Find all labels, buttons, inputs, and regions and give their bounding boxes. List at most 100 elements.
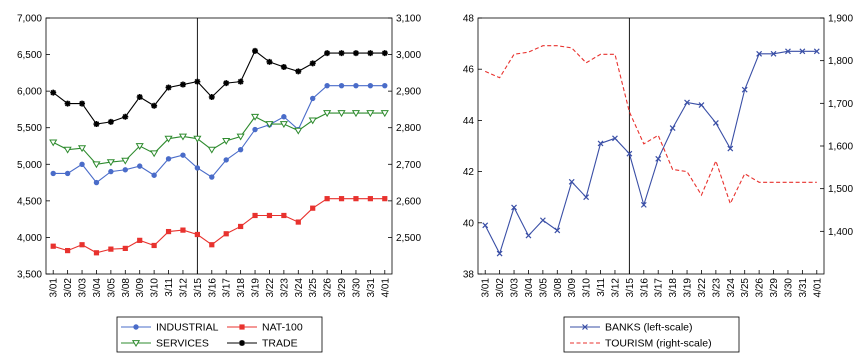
data-point [165, 228, 172, 235]
right-axis-tick-label: 1,800 [828, 56, 853, 67]
data-point [194, 231, 200, 238]
data-point [208, 93, 215, 100]
legend-right-box [563, 316, 740, 353]
series-line [484, 45, 817, 206]
data-point [353, 196, 359, 202]
series-banks-left-scale [482, 48, 820, 257]
data-point [310, 95, 316, 102]
x-axis-tick-label: 3/29 [337, 278, 348, 298]
x-axis-tick-label: 3/10 [150, 278, 161, 298]
data-point [50, 170, 56, 177]
data-point [295, 219, 301, 225]
data-point [137, 163, 143, 169]
data-point [583, 194, 590, 201]
data-point [107, 118, 114, 125]
x-axis-tick-label: 3/15 [625, 278, 636, 298]
left-axis-tick-label: 44 [463, 116, 475, 127]
data-point [223, 80, 230, 87]
x-axis-tick-label: 3/04 [524, 278, 535, 298]
x-axis-tick-label: 3/15 [193, 278, 204, 298]
left-axis-tick-label: 3,500 [17, 270, 42, 281]
data-point [698, 102, 705, 108]
x-axis-tick-label: 3/22 [265, 278, 276, 298]
left-axis-tick-label: 4,500 [17, 196, 42, 207]
data-point [366, 110, 375, 118]
x-axis-tick-label: 3/26 [755, 278, 766, 298]
x-axis-tick-label: 3/11 [596, 278, 607, 297]
data-point [151, 172, 157, 178]
data-point [813, 48, 820, 55]
data-point [122, 113, 129, 120]
data-point [236, 133, 245, 141]
data-point [165, 156, 172, 162]
x-axis-tick-label: 3/02 [63, 278, 74, 298]
x-axis-tick-label: 3/25 [308, 278, 319, 298]
x-axis-tick-label: 3/01 [49, 278, 60, 298]
data-point [92, 161, 101, 169]
x-axis-tick-label: 3/19 [683, 278, 694, 298]
data-point [380, 110, 389, 118]
x-axis-tick-label: 3/11 [164, 278, 175, 297]
legend-banks-label: BANKS (left-scale) [605, 322, 693, 334]
series-services [49, 110, 389, 169]
series-tourism-right-scale [484, 45, 817, 206]
data-point [626, 150, 633, 157]
data-point [525, 232, 532, 239]
x-axis-tick-label: 3/05 [106, 278, 117, 298]
x-axis-tick-label: 3/12 [178, 278, 189, 298]
data-point [266, 58, 273, 65]
data-point [50, 89, 57, 96]
legend-nat-100-marker [239, 324, 245, 330]
series-trade [50, 47, 388, 128]
right-axis-tick-label: 3,100 [396, 14, 421, 25]
left-axis-tick-label: 40 [463, 218, 475, 229]
x-axis-tick-label: 3/31 [366, 278, 377, 298]
data-point [338, 82, 345, 89]
data-point [756, 50, 763, 57]
data-point [367, 50, 374, 57]
plot-frame [477, 17, 825, 275]
x-axis-tick-label: 3/02 [495, 278, 506, 298]
x-axis-tick-label: 3/29 [769, 278, 780, 298]
left-axis-tick-label: 38 [463, 270, 475, 281]
data-point [137, 237, 143, 243]
right-axis-tick-label: 2,500 [396, 233, 421, 244]
right-axis-tick-label: 1,500 [828, 184, 853, 195]
data-point [178, 133, 188, 141]
data-point [237, 146, 244, 153]
x-axis-tick-label: 4/01 [380, 278, 391, 298]
right-axis-tick-label: 2,800 [396, 123, 421, 134]
x-axis-tick-label: 3/03 [510, 278, 521, 298]
left-axis-tick-label: 7,000 [17, 14, 42, 25]
data-point [482, 222, 489, 229]
x-axis-tick-label: 3/18 [668, 278, 679, 298]
data-point [194, 165, 201, 171]
data-point [207, 146, 216, 154]
data-point [150, 150, 159, 158]
left-axis-tick-label: 4,000 [17, 233, 42, 244]
data-point [165, 84, 172, 91]
left-axis-tick-label: 48 [463, 14, 475, 25]
left-axis-tick-label: 5,500 [17, 123, 42, 134]
right-axis-tick-label: 1,600 [828, 142, 853, 153]
data-point [338, 50, 345, 57]
data-point [308, 117, 317, 125]
data-point [93, 179, 100, 186]
data-point [323, 110, 332, 118]
legend-services-label: SERVICES [156, 338, 209, 350]
data-point [367, 196, 373, 202]
data-point [382, 82, 388, 89]
data-point [50, 243, 56, 249]
x-axis-tick-label: 3/24 [726, 278, 737, 298]
data-point [568, 178, 575, 185]
data-point [684, 99, 690, 106]
x-axis-tick-label: 3/17 [654, 278, 665, 298]
data-point [79, 161, 85, 167]
data-point [655, 155, 662, 162]
data-point [496, 250, 503, 257]
right-axis-tick-label: 1,400 [828, 227, 853, 238]
data-point [381, 50, 388, 57]
x-axis-tick-label: 4/01 [812, 278, 823, 298]
data-point [539, 217, 546, 224]
data-point [49, 139, 58, 147]
